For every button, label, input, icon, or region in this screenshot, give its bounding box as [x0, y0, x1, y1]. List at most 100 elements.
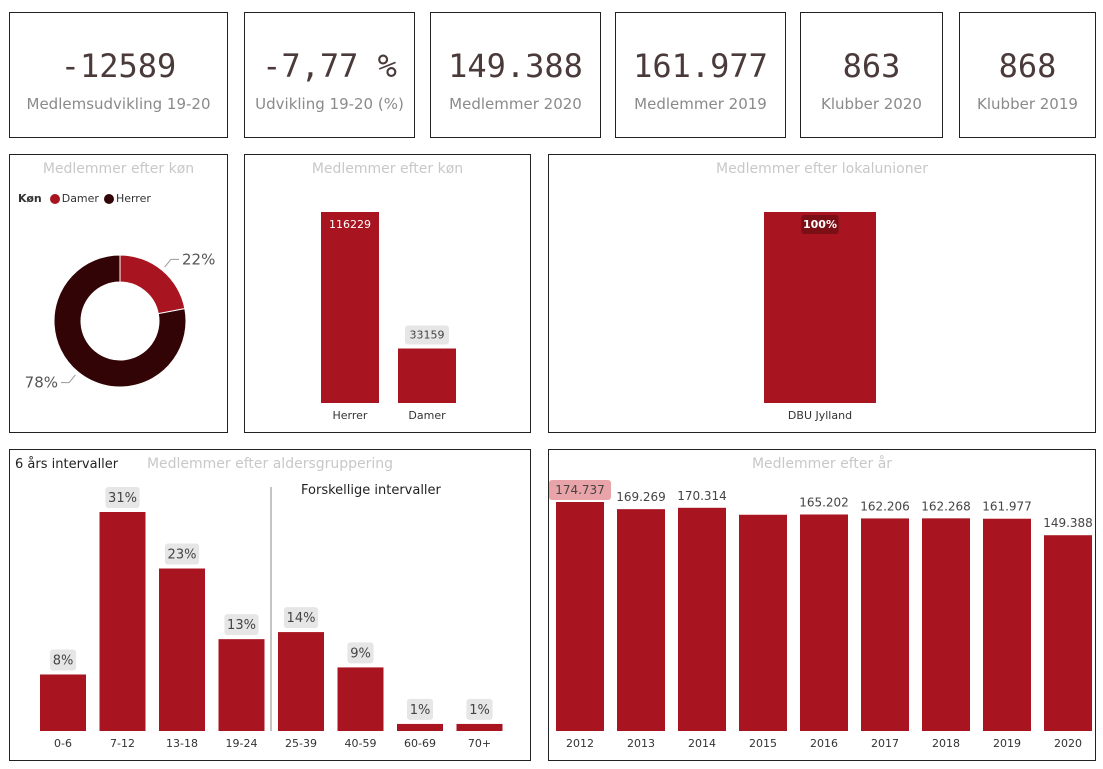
data-label-19-24: 13%	[227, 618, 256, 633]
data-label-2019: 161.977	[982, 500, 1032, 514]
tick-label-19-24: 19-24	[226, 737, 258, 750]
bar-19-24	[218, 639, 265, 731]
age-bar-title: Medlemmer efter aldersgruppering	[146, 456, 394, 472]
gender-bar-chart: Herrer 116229 Damer 33159	[321, 212, 456, 422]
tick-label-0-6: 0-6	[54, 737, 72, 750]
data-label-2012: 174.737	[555, 483, 605, 497]
bar-60-69	[397, 723, 443, 731]
data-label-70: 1%	[469, 703, 490, 718]
bar-2016	[800, 514, 848, 731]
tick-label-2019: 2019	[993, 737, 1021, 750]
year-bar-chart: 2012 174.737 2013 169.269 2014 170.314 2015 201…	[549, 480, 1093, 750]
legend-item-herrer[interactable]: Herrer	[103, 192, 151, 205]
leader-line-damer	[164, 258, 179, 268]
kpi-label: Udvikling 19-20 (%)	[255, 95, 404, 113]
kpi-label: Medlemmer 2020	[449, 95, 582, 113]
legend-dot-damer	[49, 193, 60, 204]
tick-label-2017: 2017	[871, 737, 899, 750]
kpi-value: 149.388	[448, 47, 583, 85]
kpi-label: Klubber 2020	[821, 95, 922, 113]
union-bar-chart: DBU Jylland 100%	[764, 212, 876, 422]
kpi-label: Medlemsudvikling 19-20	[26, 95, 211, 113]
legend-label-herrer: Herrer	[115, 192, 151, 205]
data-label-dbu-jylland: 100%	[803, 218, 837, 231]
data-label-13-18: 23%	[168, 548, 197, 563]
data-label-damer: 33159	[410, 329, 445, 342]
bar-herrer	[321, 212, 379, 403]
slice-label-herrer: 78%	[25, 374, 58, 392]
leader-line-herrer	[61, 374, 76, 384]
tick-label-dbu-jylland: DBU Jylland	[788, 409, 852, 422]
bar-2014	[678, 507, 726, 731]
donut-chart: 22% 78%	[25, 250, 216, 392]
donut-legend: Køn Damer Herrer	[18, 192, 151, 205]
kpi-value: 863	[842, 47, 901, 85]
bar-2020	[1044, 535, 1092, 731]
data-label-bg-dbu-jylland	[801, 215, 839, 234]
year-bar-panel: Medlemmer efter år 2012 174.737 2013 169.26…	[548, 449, 1096, 761]
bar-25-39	[278, 632, 324, 731]
data-label-2018: 162.268	[921, 499, 971, 513]
data-label-7-12: 31%	[108, 491, 137, 506]
slice-herrer	[53, 254, 187, 388]
kpi-card-medlemmer-2020: 149.388 Medlemmer 2020	[430, 12, 601, 138]
kpi-value: -7,77 %	[262, 47, 397, 85]
data-label-2013: 169.269	[616, 490, 666, 504]
age-bar-panel: Medlemmer efter aldersgruppering 6 års i…	[9, 449, 531, 761]
data-label-bg-70	[466, 698, 493, 720]
tick-label-13-18: 13-18	[166, 737, 198, 750]
slice-damer	[119, 254, 186, 315]
union-bar-panel: Medlemmer efter lokalunioner DBU Jylland…	[548, 154, 1096, 433]
bar-2019	[983, 518, 1031, 731]
data-label-40-59: 9%	[350, 646, 371, 661]
gender-bar-panel: Medlemmer efter køn Herrer 116229 Damer 331…	[244, 154, 531, 433]
year-bar-title: Medlemmer efter år	[751, 456, 893, 472]
kpi-card-klubber-2019: 868 Klubber 2019	[959, 12, 1096, 138]
data-label-25-39: 14%	[287, 611, 316, 626]
legend-item-damer[interactable]: Damer	[49, 192, 99, 205]
tick-label-damer: Damer	[408, 409, 446, 422]
data-label-0-6: 8%	[53, 653, 74, 668]
tick-label-2020: 2020	[1054, 737, 1082, 750]
union-bar-title: Medlemmer efter lokalunioner	[715, 161, 928, 177]
data-label-2014: 170.314	[677, 489, 727, 503]
bar-70	[456, 723, 503, 731]
bar-7-12	[99, 512, 146, 731]
data-label-2016: 165.202	[799, 495, 849, 509]
kpi-card-medlemsudvikling: -12589 Medlemsudvikling 19-20	[9, 12, 228, 138]
tick-label-2012: 2012	[566, 737, 594, 750]
tick-label-25-39: 25-39	[285, 737, 317, 750]
tick-label-60-69: 60-69	[404, 737, 436, 750]
data-label-bg-25-39	[283, 607, 319, 629]
data-label-bg-60-69	[406, 698, 434, 720]
kpi-value: 868	[998, 47, 1057, 85]
tick-label-2018: 2018	[932, 737, 960, 750]
bar-damer	[398, 348, 456, 403]
tick-label-2016: 2016	[810, 737, 838, 750]
tick-label-2013: 2013	[627, 737, 655, 750]
data-label-herrer: 116229	[329, 218, 371, 231]
data-label-bg-0-6	[49, 649, 77, 671]
tick-label-70: 70+	[468, 737, 491, 750]
tick-label-2015: 2015	[749, 737, 777, 750]
tick-label-2014: 2014	[688, 737, 716, 750]
tick-label-herrer: Herrer	[333, 409, 368, 422]
note-6-aars-intervaller: 6 års intervaller	[15, 457, 119, 472]
kpi-label: Medlemmer 2019	[634, 95, 767, 113]
legend-title: Køn	[18, 192, 42, 205]
slice-label-damer: 22%	[182, 250, 215, 268]
note-forskellige-intervaller: Forskellige intervaller	[301, 483, 441, 498]
tick-label-7-12: 7-12	[110, 737, 135, 750]
donut-title: Medlemmer efter køn	[42, 161, 195, 177]
data-label-bg-19-24	[224, 614, 259, 636]
bar-2013	[617, 509, 665, 731]
data-label-bg-herrer	[324, 215, 376, 234]
data-label-bg-7-12	[105, 487, 140, 508]
bar-2018	[922, 518, 970, 731]
kpi-card-klubber-2020: 863 Klubber 2020	[800, 12, 943, 138]
data-label-bg-13-18	[164, 543, 200, 565]
data-label-bg-damer	[404, 325, 450, 345]
bar-2017	[861, 518, 909, 731]
bar-40-59	[337, 667, 384, 731]
tick-label-40-59: 40-59	[345, 737, 377, 750]
